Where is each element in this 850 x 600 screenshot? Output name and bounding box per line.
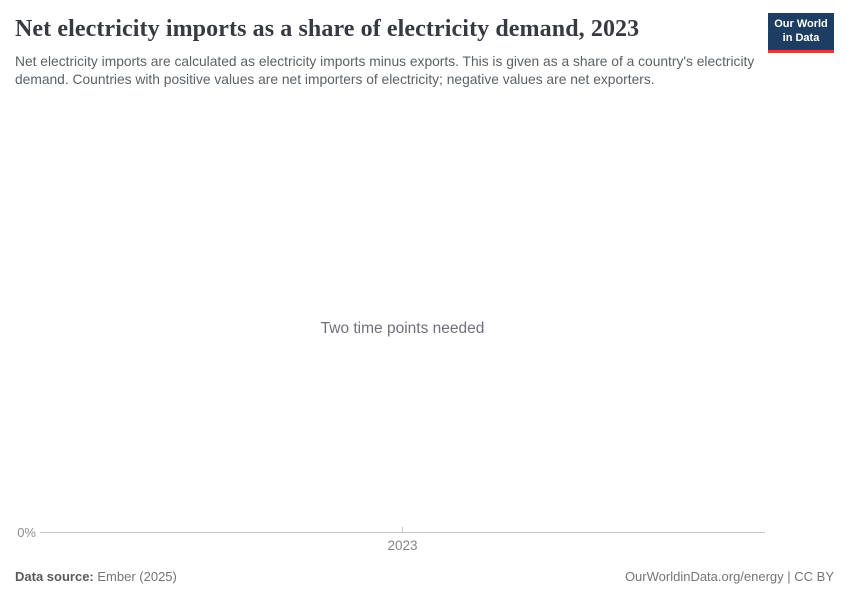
owid-logo-line2: in Data (782, 31, 820, 44)
owid-logo[interactable]: Our World in Data (768, 13, 834, 53)
x-axis-tick-mark (402, 527, 403, 532)
y-axis-tick-label: 0% (17, 525, 36, 540)
page-title: Net electricity imports as a share of el… (15, 16, 640, 42)
x-axis-line (40, 532, 765, 533)
data-source-label: Data source: (15, 569, 94, 584)
x-axis-tick-label: 2023 (387, 538, 418, 553)
license-link[interactable]: OurWorldinData.org/energy | CC BY (624, 569, 834, 584)
owid-logo-line1: Our World (774, 18, 828, 30)
chart-footer: Data source: Ember (2025) OurWorldinData… (15, 569, 834, 584)
data-source-note: Data source: Ember (2025) (15, 569, 177, 584)
no-data-message: Two time points needed (320, 320, 485, 337)
data-source-value[interactable]: Ember (2025) (97, 569, 177, 584)
page-subtitle: Net electricity imports are calculated a… (15, 54, 755, 87)
